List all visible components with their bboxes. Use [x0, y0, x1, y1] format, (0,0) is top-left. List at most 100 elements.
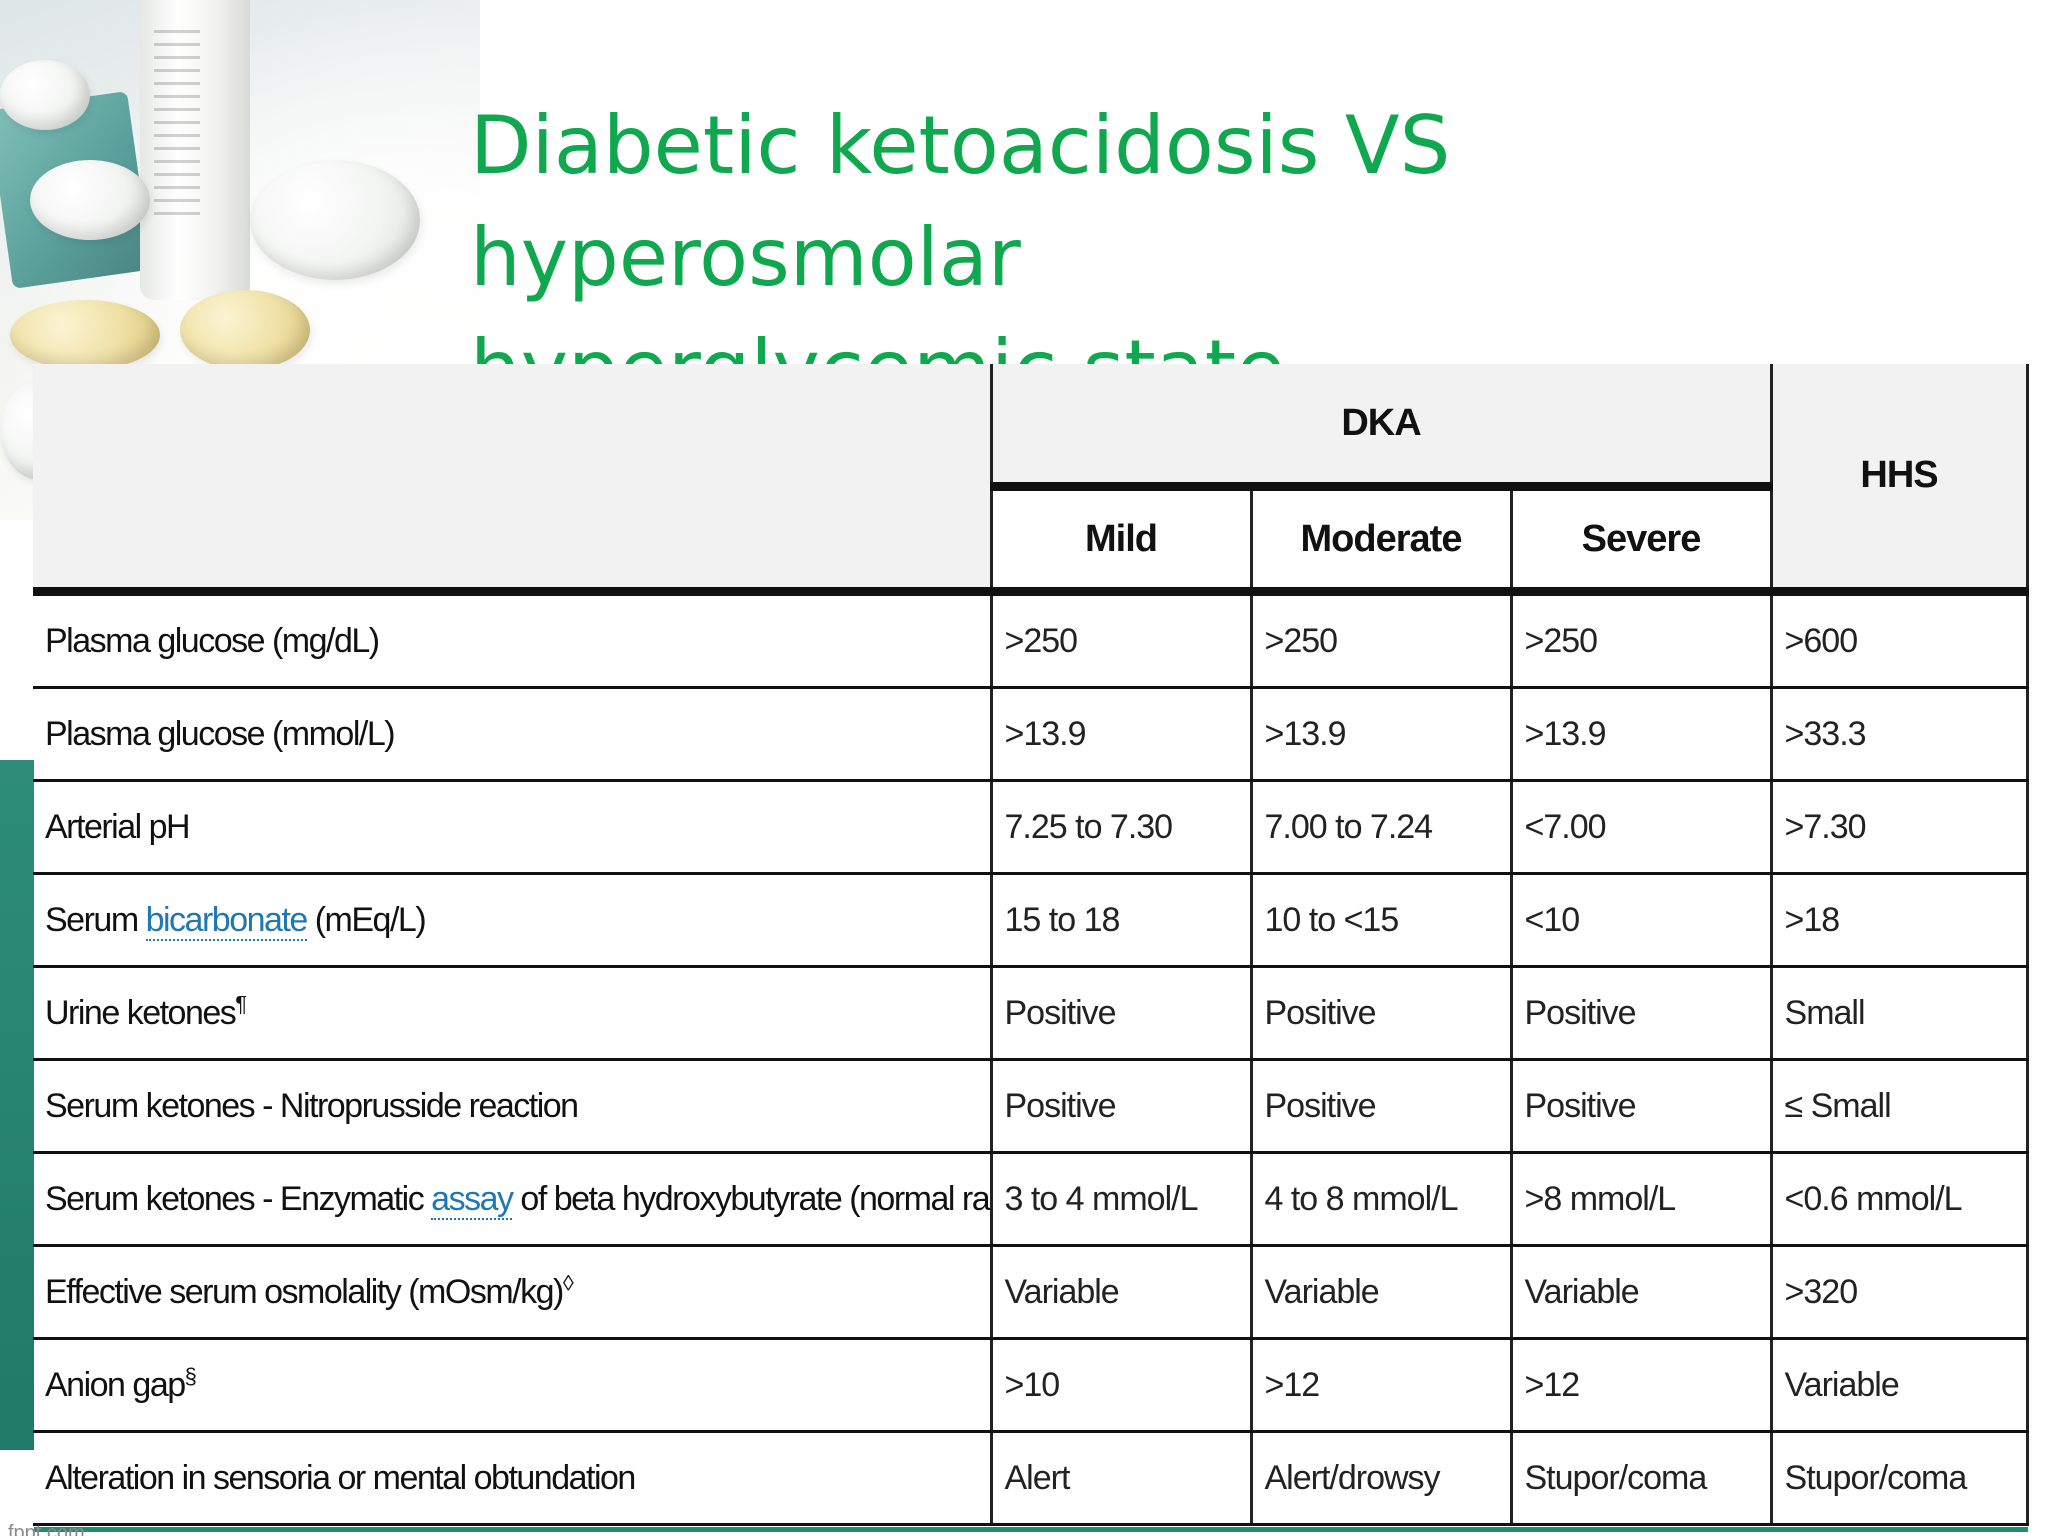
pill-image	[250, 160, 420, 280]
pill-image	[0, 60, 90, 130]
row-label-text: Urine ketones	[45, 994, 237, 1032]
footer-accent-line	[34, 1527, 2028, 1532]
row-label-text: Arterial pH	[45, 808, 191, 846]
header-row-group: DKA HHS	[33, 364, 2029, 596]
value-cell: >320	[1771, 1245, 2029, 1340]
value-cell: >600	[1771, 591, 2029, 689]
value-cell: 3 to 4 mmol/L	[991, 1152, 1253, 1247]
table-row: Serum bicarbonate (mEq/L) 15 to 18 10 to <…	[33, 873, 2029, 968]
table-row: Arterial pH 7.25 to 7.30 7.00 to 7.24 <7.00…	[33, 780, 2029, 875]
value-cell: Stupor/coma	[1771, 1431, 2029, 1526]
value-cell: Positive	[991, 1059, 1253, 1154]
row-label-link[interactable]: assay	[431, 1180, 514, 1220]
value-cell: >250	[1511, 591, 1773, 689]
value-cell: >7.30	[1771, 780, 2029, 875]
row-label: Anion gap§	[33, 1338, 993, 1433]
row-label-text: Alteration in sensoria or mental obtunda…	[45, 1459, 636, 1497]
value-cell: ≤ Small	[1771, 1059, 2029, 1154]
footer-watermark: fppt.com	[8, 1522, 85, 1536]
value-cell: 10 to <15	[1251, 873, 1513, 968]
value-cell: Positive	[1511, 966, 1773, 1061]
footnote-marker: ¶	[235, 991, 247, 1017]
row-label-text: Serum ketones - Nitroprusside reaction	[45, 1087, 579, 1125]
value-cell: 15 to 18	[991, 873, 1253, 968]
table-row: Effective serum osmolality (mOsm/kg)◊ Var…	[33, 1245, 2029, 1340]
background-photo	[0, 0, 480, 520]
value-cell: Positive	[1511, 1059, 1773, 1154]
row-label-text: Serum ketones - Enzymatic	[45, 1180, 432, 1218]
value-cell: <7.00	[1511, 780, 1773, 875]
value-cell: Alert	[991, 1431, 1253, 1526]
table-row: Serum ketones - Nitroprusside reaction Po…	[33, 1059, 2029, 1154]
row-label: Plasma glucose (mg/dL)	[33, 591, 993, 689]
table-row: Plasma glucose (mg/dL) >250 >250 >250 >600	[33, 591, 2029, 689]
value-cell: <0.6 mmol/L	[1771, 1152, 2029, 1247]
table-row: Urine ketones¶ Positive Positive Positive Sm…	[33, 966, 2029, 1061]
row-label-text: Plasma glucose (mg/dL)	[45, 622, 380, 660]
pill-image	[10, 300, 160, 370]
value-cell: 7.00 to 7.24	[1251, 780, 1513, 875]
header-hhs: HHS	[1771, 364, 2029, 596]
row-label-text: Anion gap	[45, 1366, 186, 1404]
table-row: Plasma glucose (mmol/L) >13.9 >13.9 >13.9 >3…	[33, 687, 2029, 782]
row-label: Serum ketones - Nitroprusside reaction	[33, 1059, 993, 1154]
value-cell: Positive	[1251, 966, 1513, 1061]
side-accent-band	[0, 760, 34, 1450]
value-cell: Variable	[1511, 1245, 1773, 1340]
value-cell: >33.3	[1771, 687, 2029, 782]
value-cell: Positive	[991, 966, 1253, 1061]
title-line-1: Diabetic ketoacidosis VS hyperosmolar	[470, 99, 1451, 304]
row-label: Serum ketones - Enzymatic assay of beta …	[33, 1152, 993, 1247]
value-cell: >13.9	[1511, 687, 1773, 782]
footnote-marker: §	[184, 1363, 197, 1389]
header-severe: Severe	[1511, 486, 1773, 596]
value-cell: Variable	[1251, 1245, 1513, 1340]
table-row: Anion gap§ >10 >12 >12 Variable	[33, 1338, 2029, 1433]
header-blank-cell	[33, 364, 993, 596]
row-label: Urine ketones¶	[33, 966, 993, 1061]
bottle-label-image	[154, 20, 200, 220]
dka-hhs-comparison-table: DKA HHS Mild Moderate Severe Plasma gluc…	[33, 364, 2029, 1526]
value-cell: >12	[1251, 1338, 1513, 1433]
value-cell: >12	[1511, 1338, 1773, 1433]
row-label: Effective serum osmolality (mOsm/kg)◊	[33, 1245, 993, 1340]
header-dka: DKA	[991, 364, 1773, 491]
value-cell: >13.9	[991, 687, 1253, 782]
row-label-text: Plasma glucose (mmol/L)	[45, 715, 396, 753]
value-cell: >13.9	[1251, 687, 1513, 782]
value-cell: >8 mmol/L	[1511, 1152, 1773, 1247]
pill-image	[30, 160, 150, 240]
pill-image	[180, 290, 310, 370]
row-label-text-suffix: of beta hydroxybutyrate (normal range <0…	[520, 1180, 990, 1218]
footnote-marker: ◊	[562, 1270, 574, 1296]
value-cell: Small	[1771, 966, 2029, 1061]
row-label-link[interactable]: bicarbonate	[145, 901, 308, 941]
value-cell: Variable	[991, 1245, 1253, 1340]
value-cell: >250	[1251, 591, 1513, 689]
comparison-table-container: DKA HHS Mild Moderate Severe Plasma gluc…	[33, 364, 2029, 1526]
value-cell: 7.25 to 7.30	[991, 780, 1253, 875]
value-cell: 4 to 8 mmol/L	[1251, 1152, 1513, 1247]
value-cell: >18	[1771, 873, 2029, 968]
value-cell: Positive	[1251, 1059, 1513, 1154]
row-label-text: Serum	[45, 901, 146, 939]
value-cell: <10	[1511, 873, 1773, 968]
row-label: Alteration in sensoria or mental obtunda…	[33, 1431, 993, 1526]
header-moderate: Moderate	[1251, 486, 1513, 596]
table-row: Alteration in sensoria or mental obtunda…	[33, 1431, 2029, 1526]
medicine-bottle-image	[140, 0, 250, 300]
row-label: Plasma glucose (mmol/L)	[33, 687, 993, 782]
row-label-text-suffix: (mEq/L)	[306, 901, 427, 939]
value-cell: >10	[991, 1338, 1253, 1433]
table-row: Serum ketones - Enzymatic assay of beta …	[33, 1152, 2029, 1247]
value-cell: Stupor/coma	[1511, 1431, 1773, 1526]
table-body: Plasma glucose (mg/dL) >250 >250 >250 >600 Pl…	[33, 591, 2029, 1526]
row-label: Serum bicarbonate (mEq/L)	[33, 873, 993, 968]
value-cell: Variable	[1771, 1338, 2029, 1433]
header-row-severity: Mild Moderate Severe	[33, 486, 2027, 596]
header-mild: Mild	[991, 486, 1253, 596]
row-label: Arterial pH	[33, 780, 993, 875]
row-label-text: Effective serum osmolality (mOsm/kg)	[45, 1273, 564, 1311]
value-cell: >250	[991, 591, 1253, 689]
